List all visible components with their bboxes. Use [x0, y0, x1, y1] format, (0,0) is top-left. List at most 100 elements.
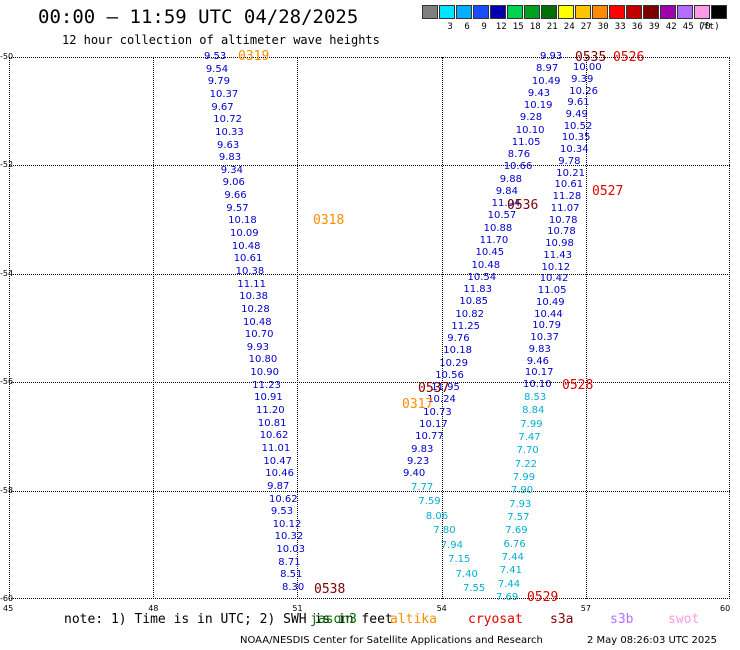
wave-height-value: 10.62 — [269, 493, 298, 505]
longitude-gridline — [297, 57, 299, 599]
colorbar-swatch — [711, 5, 727, 19]
wave-height-value: 8.76 — [507, 149, 531, 161]
track-time-label: 0526 — [613, 50, 645, 65]
track-time-label: 0319 — [238, 49, 270, 64]
wave-height-value: 10.61 — [554, 179, 584, 191]
wave-height-value: 9.43 — [527, 87, 551, 99]
wave-height-value: 10.79 — [532, 320, 561, 332]
wave-height-value: 7.93 — [509, 498, 532, 510]
wave-height-colorbar: 3 6 9 12 15 18 21 24 27 30 33 36 39 42 45 70 (ft) — [422, 5, 728, 35]
colorbar-swatch — [507, 5, 523, 19]
wave-height-value: 7.69 — [505, 525, 528, 537]
wave-height-value: 8.53 — [524, 392, 547, 403]
wave-height-value: 11.28 — [552, 191, 582, 203]
colorbar-tick-label: 70 — [699, 22, 711, 32]
wave-height-value: 10.09 — [230, 228, 259, 239]
wave-height-value: 7.55 — [463, 583, 486, 594]
colorbar-swatch — [626, 5, 642, 19]
wave-height-value: 10.32 — [274, 531, 304, 543]
wave-height-value: 10.17 — [524, 367, 554, 379]
wave-height-value: 9.67 — [211, 101, 234, 113]
longitude-tick-label: 57 — [580, 604, 591, 613]
wave-height-value: 10.98 — [545, 238, 574, 250]
colorbar-swatch — [643, 5, 659, 19]
wave-height-value: 6.76 — [503, 538, 526, 550]
wave-height-value: 10.10 — [515, 124, 545, 136]
wave-height-value: 9.93 — [246, 341, 269, 353]
colorbar-tick-label: 30 — [597, 22, 609, 32]
wave-height-value: 10.66 — [503, 161, 533, 173]
wave-height-value: 11.01 — [261, 442, 291, 454]
colorbar-swatch — [575, 5, 591, 19]
wave-height-value: 10.88 — [483, 222, 513, 234]
wave-height-value: 9.23 — [407, 455, 430, 467]
wave-height-value: 9.66 — [224, 190, 247, 202]
wave-height-value: 9.78 — [558, 155, 581, 167]
wave-height-value: 10.80 — [248, 354, 278, 366]
wave-height-value: 11.05 — [537, 285, 567, 297]
wave-height-value: 10.49 — [536, 296, 565, 308]
wave-height-value: 9.06 — [222, 177, 245, 189]
track-time-label: 0535 — [575, 50, 607, 65]
wave-height-value: 10.21 — [556, 167, 585, 179]
colorbar-tick-label: 36 — [631, 22, 643, 32]
wave-height-value: 8.06 — [425, 510, 449, 522]
wave-height-value: 10.00 — [573, 62, 602, 73]
colorbar-swatch — [439, 5, 455, 19]
wave-height-value: 10.81 — [257, 417, 287, 429]
wave-height-value: 10.37 — [530, 332, 560, 343]
wave-height-value: 9.76 — [447, 333, 470, 345]
wave-height-value: 10.17 — [419, 418, 448, 430]
latitude-tick-label: -50 — [0, 52, 14, 61]
colorbar-tick-label: 24 — [563, 22, 575, 32]
generation-timestamp: 2 May 08:26:03 UTC 2025 — [587, 635, 717, 646]
wave-height-value: 10.37 — [209, 88, 239, 100]
wave-height-value: 10.18 — [228, 215, 257, 227]
wave-height-value: 9.63 — [217, 139, 240, 151]
wave-height-value: 8.71 — [278, 556, 301, 568]
wave-height-value: 9.87 — [267, 480, 290, 492]
wave-height-value: 7.40 — [455, 568, 478, 580]
colorbar-tick-label: 18 — [529, 22, 541, 32]
wave-height-value: 10.38 — [235, 265, 265, 277]
wave-height-value: 8.30 — [282, 582, 305, 593]
wave-height-value: 10.78 — [547, 226, 576, 238]
wave-height-value: 10.48 — [231, 240, 261, 252]
colorbar-swatch — [473, 5, 489, 19]
longitude-tick-label: 51 — [292, 604, 303, 613]
wave-height-value: 11.95 — [431, 382, 460, 394]
wave-height-value: 9.83 — [218, 152, 242, 164]
longitude-tick-label: 48 — [148, 604, 159, 613]
wave-height-value: 10.28 — [241, 303, 270, 315]
wave-height-value: 11.07 — [550, 202, 580, 214]
wave-height-value: 10.54 — [467, 271, 497, 283]
colorbar-tick-label: 6 — [464, 22, 470, 32]
colorbar-swatch — [490, 5, 506, 19]
credit-line: NOAA/NESDIS Center for Satellite Applica… — [240, 635, 543, 646]
wave-height-value: 10.12 — [272, 518, 302, 530]
colorbar-tick-label: 3 — [447, 22, 453, 32]
wave-height-value: 9.49 — [565, 109, 588, 120]
wave-height-value: 9.53 — [270, 506, 294, 518]
colorbar-tick-label: 39 — [648, 22, 660, 32]
wave-height-value: 10.19 — [523, 100, 553, 112]
wave-height-value: 11.11 — [237, 278, 267, 290]
longitude-tick-label: 60 — [720, 604, 731, 613]
wave-height-value: 9.40 — [403, 468, 426, 479]
colorbar-swatch — [422, 5, 438, 19]
wave-height-value: 10.72 — [213, 114, 242, 126]
plot-frame — [9, 57, 730, 599]
wave-height-value: 11.04 — [491, 198, 521, 210]
legend-item-cryosat: cryosat — [468, 612, 523, 627]
wave-height-value: 9.84 — [495, 185, 518, 197]
track-time-label: 0317 — [402, 397, 434, 412]
colorbar-swatch — [660, 5, 676, 19]
wave-height-value: 7.15 — [448, 554, 471, 566]
wave-height-value: 7.77 — [411, 482, 434, 493]
latitude-gridline — [9, 382, 730, 384]
colorbar-swatch — [694, 5, 710, 19]
wave-height-value: 11.43 — [543, 249, 573, 261]
colorbar-tick-label: 33 — [614, 22, 626, 32]
legend-item-altika: altika — [390, 612, 437, 627]
